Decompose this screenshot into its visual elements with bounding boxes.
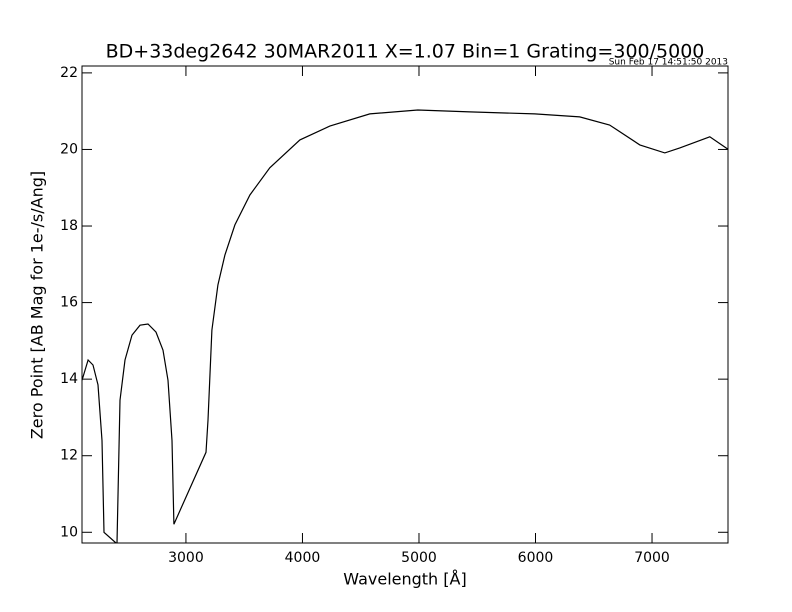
timestamp: Sun Feb 17 14:51:50 2013 bbox=[609, 58, 728, 68]
y-tick-label: 10 bbox=[60, 524, 78, 540]
x-axis-title: Wavelength [Å] bbox=[343, 570, 466, 589]
x-tick-label: 5000 bbox=[401, 550, 437, 566]
chart-title: BD+33deg2642 30MAR2011 X=1.07 Bin=1 Grat… bbox=[106, 41, 705, 63]
plot-frame bbox=[81, 65, 729, 544]
data-line bbox=[82, 109, 728, 543]
y-tick-label: 14 bbox=[60, 371, 78, 387]
y-tick-label: 22 bbox=[60, 65, 78, 81]
x-tick-label: 3000 bbox=[168, 550, 204, 566]
x-tick-label: 4000 bbox=[285, 550, 321, 566]
y-tick-label: 12 bbox=[60, 448, 78, 464]
x-tick-label: 7000 bbox=[634, 550, 670, 566]
y-tick-label: 20 bbox=[60, 141, 78, 157]
y-tick-label: 18 bbox=[60, 218, 78, 234]
x-tick-label: 6000 bbox=[518, 550, 554, 566]
y-axis-title: Zero Point [AB Mag for 1e-/s/Ang] bbox=[28, 171, 47, 439]
y-tick-label: 16 bbox=[60, 295, 78, 311]
